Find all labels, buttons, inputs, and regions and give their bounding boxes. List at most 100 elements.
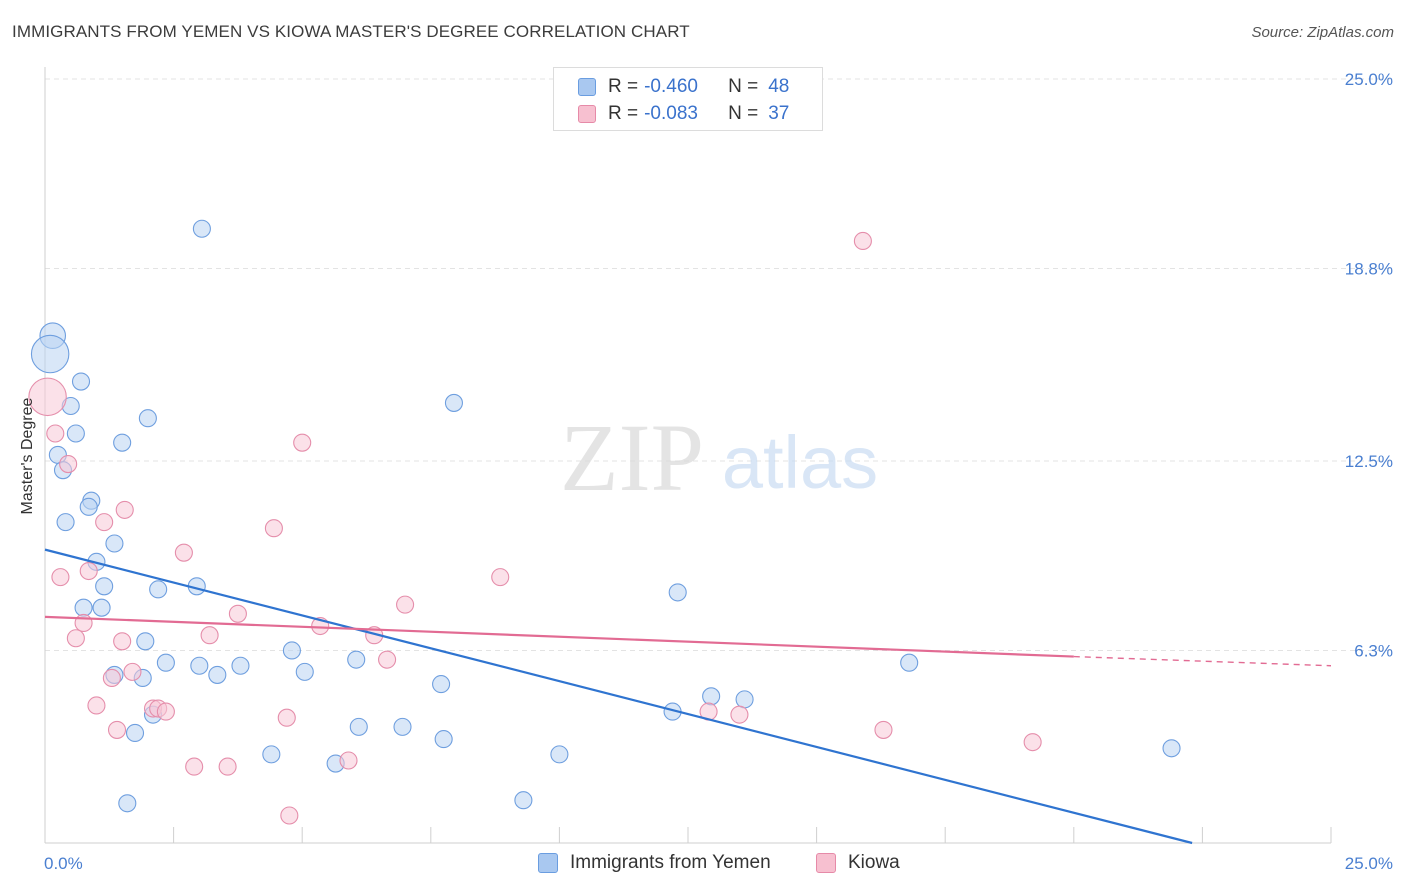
watermark-zip: ZIP xyxy=(560,404,704,511)
point-kiowa xyxy=(185,757,204,776)
tick-layer: 6.3% 12.5% 18.8% 25.0% 0.0% 25.0% xyxy=(44,70,1393,873)
point-yemen xyxy=(393,717,412,736)
series-legend-label: Kiowa xyxy=(848,852,900,873)
point-kiowa xyxy=(1023,733,1042,752)
point-yemen xyxy=(56,513,75,532)
point-yemen xyxy=(156,653,175,672)
point-kiowa xyxy=(107,720,127,739)
point-kiowa xyxy=(277,708,296,727)
point-kiowa xyxy=(730,705,749,724)
chart-title: IMMIGRANTS FROM YEMEN VS KIOWA MASTER'S … xyxy=(12,22,690,41)
point-yemen xyxy=(347,650,366,669)
point-yemen xyxy=(92,598,111,617)
point-yemen xyxy=(136,632,155,651)
trendline-kiowa xyxy=(44,615,1074,658)
point-kiowa xyxy=(174,543,193,562)
series-legend-yemen[interactable]: Immigrants from Yemen xyxy=(538,852,771,874)
point-yemen xyxy=(66,424,85,443)
point-yemen xyxy=(1162,739,1181,758)
y-tick-label: 6.3% xyxy=(1354,641,1393,660)
legend-r-label: R = xyxy=(608,76,639,97)
point-kiowa xyxy=(87,696,106,715)
point-yemen xyxy=(282,641,301,660)
point-kiowa xyxy=(293,433,312,452)
point-kiowa xyxy=(378,650,397,669)
watermark-atlas: atlas xyxy=(722,421,878,504)
trendline-yemen xyxy=(44,548,1193,845)
series-swatch-yemen xyxy=(538,853,558,873)
x-tick-label: 0.0% xyxy=(44,854,83,873)
point-yemen xyxy=(900,653,919,672)
point-yemen xyxy=(125,723,145,743)
point-kiowa xyxy=(59,455,78,474)
point-kiowa xyxy=(51,568,70,587)
point-yemen xyxy=(74,598,93,617)
point-yemen xyxy=(113,433,132,452)
point-kiowa xyxy=(113,632,132,651)
point-yemen xyxy=(105,534,124,553)
legend-n-label: N = xyxy=(728,76,759,97)
point-yemen xyxy=(434,730,453,749)
point-kiowa xyxy=(200,626,219,645)
point-yemen xyxy=(349,717,368,736)
series-legend: Immigrants from Yemen Kiowa xyxy=(0,852,1406,878)
trend-layer xyxy=(44,548,1332,845)
point-yemen xyxy=(702,687,721,706)
series-legend-kiowa[interactable]: Kiowa xyxy=(816,852,900,874)
legend-swatch-kiowa xyxy=(578,105,596,123)
point-kiowa xyxy=(491,568,510,587)
point-yemen xyxy=(95,577,114,596)
point-kiowa xyxy=(79,561,98,581)
point-yemen xyxy=(79,497,98,516)
watermark: ZIP atlas xyxy=(560,404,878,511)
legend-row-yemen: R = -0.460 N = 48 xyxy=(578,75,789,99)
y-tick-label: 18.8% xyxy=(1345,259,1393,278)
legend-n-label: N = xyxy=(728,103,759,124)
point-yemen xyxy=(735,690,754,709)
series-swatch-kiowa xyxy=(816,853,836,873)
grid-layer xyxy=(45,78,1392,651)
point-kiowa xyxy=(874,720,893,739)
y-axis-label: Master's Degree xyxy=(19,397,36,514)
x-tick-label: 25.0% xyxy=(1345,854,1393,873)
point-kiowa xyxy=(228,604,247,623)
point-kiowa xyxy=(396,595,415,614)
point-yemen xyxy=(432,675,451,694)
point-yemen xyxy=(295,662,314,681)
point-yemen xyxy=(668,583,687,602)
point-kiowa xyxy=(123,662,142,681)
legend-r-value: -0.460 xyxy=(644,76,698,97)
point-kiowa xyxy=(95,513,114,532)
point-kiowa xyxy=(280,806,299,825)
points-layer xyxy=(28,219,1181,825)
point-kiowa xyxy=(156,702,175,721)
point-kiowa xyxy=(66,629,85,648)
point-yemen xyxy=(231,656,250,675)
point-kiowa xyxy=(46,424,65,443)
legend-swatch-yemen xyxy=(578,78,596,96)
point-yemen xyxy=(550,745,569,764)
point-yemen xyxy=(514,791,533,810)
legend-r-value: -0.083 xyxy=(644,103,698,124)
point-yemen xyxy=(208,665,227,684)
point-yemen xyxy=(190,656,209,675)
axes-layer xyxy=(44,67,1332,844)
point-kiowa xyxy=(115,500,134,519)
point-yemen xyxy=(262,745,281,764)
legend-n-value: 37 xyxy=(768,103,790,124)
point-kiowa xyxy=(102,668,121,688)
point-kiowa xyxy=(853,231,872,251)
point-yemen xyxy=(71,372,91,391)
point-yemen xyxy=(192,219,211,238)
point-kiowa xyxy=(28,377,67,417)
point-yemen xyxy=(149,580,168,599)
point-kiowa xyxy=(264,519,283,538)
source-note: Source: ZipAtlas.com xyxy=(1251,24,1394,41)
correlation-legend: R = -0.460 N = 48 R = -0.083 N = 37 xyxy=(553,67,823,131)
point-kiowa xyxy=(339,751,358,770)
legend-row-kiowa: R = -0.083 N = 37 xyxy=(578,102,789,126)
trendline-extension-kiowa xyxy=(1073,655,1332,667)
y-tick-label: 25.0% xyxy=(1345,70,1393,89)
y-tick-label: 12.5% xyxy=(1345,452,1393,471)
